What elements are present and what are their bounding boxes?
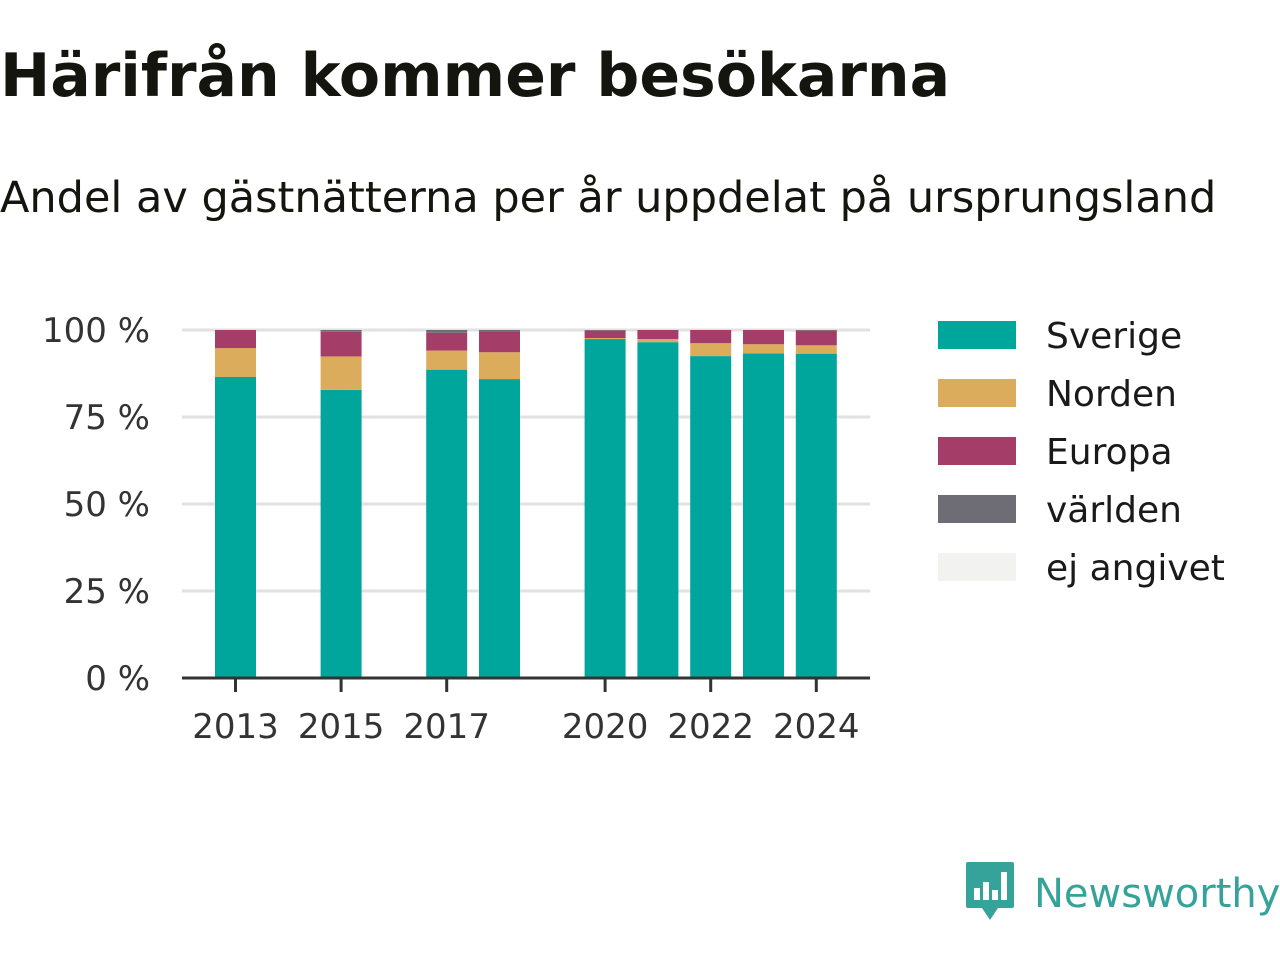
newsworthy-logo: Newsworthy: [964, 862, 1280, 926]
bar-segment: [215, 376, 256, 678]
y-tick-label: 50 %: [64, 485, 150, 525]
x-tick-label: 2020: [562, 707, 649, 747]
legend-swatch: [938, 553, 1016, 581]
bar-segment: [743, 330, 784, 345]
legend-swatch: [938, 437, 1016, 465]
legend-swatch: [938, 379, 1016, 407]
bar-segment: [584, 338, 626, 340]
y-tick-label: 0 %: [85, 659, 150, 699]
y-tick-label: 75 %: [64, 398, 150, 438]
bar-segment: [215, 348, 256, 377]
bar-segment: [320, 356, 362, 390]
legend-label: Europa: [1046, 432, 1173, 473]
bar-segment: [743, 353, 784, 678]
bar-segment: [637, 339, 679, 343]
y-tick-label: 25 %: [64, 572, 150, 612]
legend-swatch: [938, 321, 1016, 349]
bar-segment: [320, 330, 362, 332]
bar-segment: [795, 330, 837, 331]
legend: Sverige Norden Europa världen ej angivet: [938, 316, 1225, 589]
bar-segment: [743, 344, 784, 354]
newsworthy-wordmark: Newsworthy: [1034, 871, 1280, 917]
x-tick-label: 2024: [773, 707, 860, 747]
bar-segment: [584, 339, 626, 678]
bar-segment: [795, 345, 837, 354]
axes: 0 % 25 % 50 % 75 % 100 % 2013 2015 2017 2020 2022…: [42, 311, 870, 747]
bar-segment: [320, 331, 362, 357]
bar-segment: [479, 379, 520, 678]
legend-swatch: [938, 495, 1016, 523]
y-tick-label: 100 %: [42, 311, 150, 351]
chart-title: Härifrån kommer besökarna: [0, 41, 951, 111]
bar-segment: [426, 330, 468, 333]
chart-subtitle: Andel av gästnätterna per år uppdelat på…: [0, 173, 1217, 223]
bar-segment: [426, 369, 468, 678]
bar-segment: [690, 356, 732, 678]
legend-label: Norden: [1046, 374, 1177, 415]
bar-segment: [795, 330, 837, 346]
bar-segment: [479, 331, 520, 353]
legend-label: Sverige: [1046, 316, 1182, 357]
bar-segment: [584, 330, 626, 339]
x-tick-label: 2015: [298, 707, 385, 747]
newsworthy-chart-bubble-icon: [964, 860, 1016, 928]
bar-segment: [690, 330, 732, 344]
bar-segment: [426, 350, 468, 370]
bars: [215, 330, 837, 678]
bar-segment: [637, 342, 679, 678]
bar-segment: [426, 332, 468, 351]
bar-segment: [584, 330, 626, 331]
bar-segment: [795, 353, 837, 678]
bar-segment: [320, 389, 362, 678]
x-tick-label: 2013: [192, 707, 279, 747]
x-tick-label: 2022: [667, 707, 754, 747]
x-tick-label: 2017: [403, 707, 490, 747]
bar-segment: [215, 330, 256, 349]
legend-label: världen: [1046, 490, 1182, 531]
legend-label: ej angivet: [1046, 548, 1225, 589]
bar-segment: [479, 330, 520, 332]
bar-segment: [690, 343, 732, 357]
bar-segment: [637, 330, 679, 340]
bar-segment: [479, 352, 520, 380]
